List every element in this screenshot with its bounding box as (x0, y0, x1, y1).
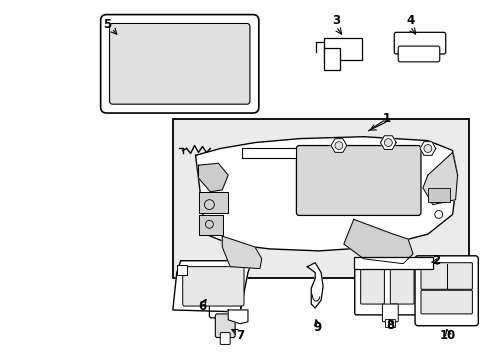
Polygon shape (172, 261, 251, 312)
Polygon shape (306, 263, 323, 308)
Text: 5: 5 (103, 18, 111, 31)
Polygon shape (198, 163, 228, 192)
FancyBboxPatch shape (360, 267, 384, 304)
FancyBboxPatch shape (215, 314, 235, 338)
Circle shape (423, 145, 431, 152)
Text: 8: 8 (386, 319, 394, 332)
Text: 7: 7 (236, 329, 244, 342)
Text: 9: 9 (312, 321, 321, 334)
Bar (324, 48, 339, 70)
FancyBboxPatch shape (209, 296, 241, 318)
Text: 3: 3 (331, 14, 339, 27)
Circle shape (204, 200, 214, 210)
Text: 4: 4 (405, 14, 413, 27)
Polygon shape (222, 236, 261, 269)
Bar (198, 215, 223, 235)
Text: 1: 1 (382, 112, 389, 125)
Circle shape (205, 220, 213, 228)
Polygon shape (380, 136, 395, 149)
FancyBboxPatch shape (220, 333, 230, 345)
FancyBboxPatch shape (354, 262, 427, 315)
FancyBboxPatch shape (420, 290, 471, 314)
FancyBboxPatch shape (420, 263, 471, 289)
Polygon shape (343, 219, 412, 264)
Text: 6: 6 (198, 300, 206, 312)
Circle shape (334, 141, 342, 149)
Text: 10: 10 (439, 329, 455, 342)
Bar (353, 257, 432, 269)
FancyBboxPatch shape (414, 256, 477, 326)
Polygon shape (419, 142, 435, 155)
Text: 2: 2 (431, 254, 439, 267)
FancyBboxPatch shape (389, 267, 413, 304)
FancyBboxPatch shape (101, 15, 258, 113)
FancyBboxPatch shape (183, 267, 244, 306)
Bar (385, 319, 394, 327)
Polygon shape (330, 139, 346, 152)
Bar (324, 38, 361, 60)
Bar (172, 119, 468, 278)
Polygon shape (228, 310, 247, 324)
Bar (427, 188, 449, 202)
Circle shape (434, 211, 442, 219)
FancyBboxPatch shape (397, 46, 439, 62)
Circle shape (384, 139, 391, 147)
Bar (198, 192, 228, 213)
FancyBboxPatch shape (382, 304, 397, 322)
Bar (177, 265, 186, 275)
FancyBboxPatch shape (109, 23, 249, 104)
Bar (242, 148, 296, 158)
FancyBboxPatch shape (296, 145, 420, 215)
FancyBboxPatch shape (393, 32, 445, 54)
Polygon shape (195, 137, 457, 251)
Polygon shape (422, 152, 457, 204)
